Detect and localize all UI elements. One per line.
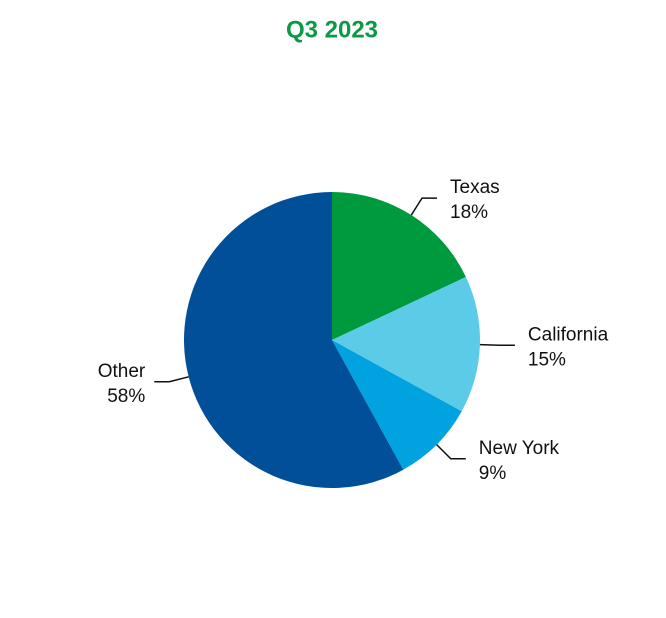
leader-line [154,376,189,383]
slice-label: Other [98,361,146,382]
slice-label: New York [479,438,560,459]
pie-slice [332,276,481,412]
pie-slice [183,192,404,488]
slice-value-label: 15% [528,349,566,370]
slice-value-label: 18% [450,202,488,223]
leader-line [410,197,438,216]
leader-line [479,343,515,347]
slice-label: Texas [450,177,500,198]
pie-slice [332,192,466,340]
pie-slice [332,340,462,470]
slice-label: California [528,324,609,345]
slice-value-label: 58% [107,386,145,407]
leader-line [436,444,466,460]
chart-title: Q3 2023 [286,16,378,43]
slice-value-label: 9% [479,463,507,484]
